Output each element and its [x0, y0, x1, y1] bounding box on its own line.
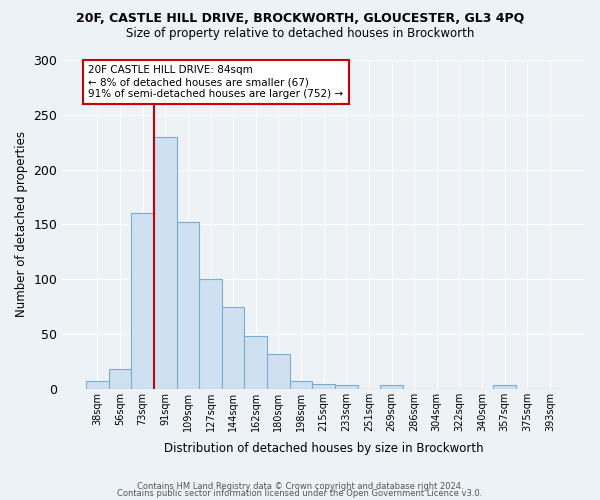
Text: Size of property relative to detached houses in Brockworth: Size of property relative to detached ho…: [126, 28, 474, 40]
Bar: [493, 386, 516, 388]
Bar: [154, 136, 176, 388]
Text: 20F CASTLE HILL DRIVE: 84sqm
← 8% of detached houses are smaller (67)
91% of sem: 20F CASTLE HILL DRIVE: 84sqm ← 8% of det…: [88, 66, 343, 98]
Bar: [199, 279, 222, 388]
Bar: [380, 386, 403, 388]
Bar: [109, 369, 131, 388]
Bar: [176, 222, 199, 388]
Bar: [244, 336, 267, 388]
Bar: [313, 384, 335, 388]
Y-axis label: Number of detached properties: Number of detached properties: [15, 132, 28, 318]
Text: Contains public sector information licensed under the Open Government Licence v3: Contains public sector information licen…: [118, 490, 482, 498]
Bar: [86, 381, 109, 388]
Text: 20F, CASTLE HILL DRIVE, BROCKWORTH, GLOUCESTER, GL3 4PQ: 20F, CASTLE HILL DRIVE, BROCKWORTH, GLOU…: [76, 12, 524, 26]
Bar: [290, 381, 313, 388]
Bar: [222, 306, 244, 388]
Bar: [267, 354, 290, 388]
Bar: [335, 386, 358, 388]
X-axis label: Distribution of detached houses by size in Brockworth: Distribution of detached houses by size …: [164, 442, 484, 455]
Bar: [131, 214, 154, 388]
Text: Contains HM Land Registry data © Crown copyright and database right 2024.: Contains HM Land Registry data © Crown c…: [137, 482, 463, 491]
